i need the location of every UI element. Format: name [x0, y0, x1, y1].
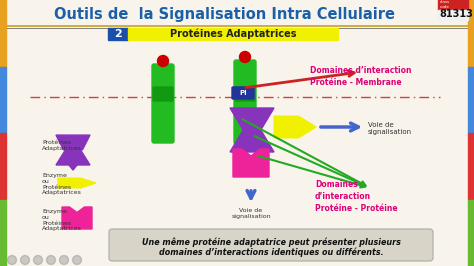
Text: Domaines
d’interaction
Protéine - Protéine: Domaines d’interaction Protéine - Protéi…	[315, 180, 398, 213]
Polygon shape	[230, 108, 274, 130]
FancyBboxPatch shape	[232, 87, 254, 99]
Text: class
code: class code	[440, 0, 450, 9]
Text: Voie de
signalisation: Voie de signalisation	[368, 122, 412, 135]
Bar	[0, 200, 6, 266]
Bar	[0, 0, 6, 66]
Circle shape	[60, 256, 69, 264]
Polygon shape	[58, 178, 96, 188]
Bar	[468, 66, 474, 133]
Bar	[108, 28, 128, 40]
Bar	[438, 0, 468, 10]
Text: 2: 2	[114, 29, 122, 39]
Polygon shape	[56, 135, 90, 150]
Bar	[438, 10, 468, 20]
Polygon shape	[56, 150, 90, 165]
Text: Protéines
Adaptatrices: Protéines Adaptatrices	[42, 140, 82, 151]
FancyBboxPatch shape	[109, 229, 433, 261]
Bar	[0, 133, 6, 200]
Text: Protéines Adaptatrices: Protéines Adaptatrices	[170, 29, 296, 39]
Bar	[128, 28, 338, 40]
Circle shape	[157, 56, 168, 66]
Circle shape	[34, 256, 43, 264]
Circle shape	[73, 256, 82, 264]
Text: 81313: 81313	[439, 9, 473, 19]
Circle shape	[20, 256, 29, 264]
Text: Outils de  la Signalisation Intra Cellulaire: Outils de la Signalisation Intra Cellula…	[55, 6, 395, 22]
Circle shape	[8, 256, 17, 264]
FancyBboxPatch shape	[234, 60, 256, 144]
Text: PI: PI	[239, 90, 247, 96]
Text: domaines d’interactions identiques ou différents.: domaines d’interactions identiques ou di…	[159, 247, 383, 257]
FancyBboxPatch shape	[235, 87, 255, 101]
FancyBboxPatch shape	[153, 87, 173, 101]
Text: Voie de
signalisation: Voie de signalisation	[231, 208, 271, 219]
Text: Enzyme
ou
Protéines
Adaptatrices: Enzyme ou Protéines Adaptatrices	[42, 173, 82, 196]
Bar	[468, 200, 474, 266]
Text: Enzyme
ou
Protéines
Adaptatrices: Enzyme ou Protéines Adaptatrices	[42, 209, 82, 231]
Bar	[468, 0, 474, 66]
Text: Une même protéine adaptatrice peut présenter plusieurs: Une même protéine adaptatrice peut prése…	[142, 237, 401, 247]
Circle shape	[46, 256, 55, 264]
Bar	[468, 133, 474, 200]
Polygon shape	[230, 130, 274, 152]
Polygon shape	[69, 165, 77, 170]
Circle shape	[239, 52, 250, 63]
Polygon shape	[233, 149, 269, 177]
Text: Domaines d’interaction
Protéine - Membrane: Domaines d’interaction Protéine - Membra…	[310, 66, 411, 87]
FancyBboxPatch shape	[152, 64, 174, 143]
Bar	[0, 66, 6, 133]
Polygon shape	[62, 207, 92, 229]
Polygon shape	[274, 116, 316, 138]
